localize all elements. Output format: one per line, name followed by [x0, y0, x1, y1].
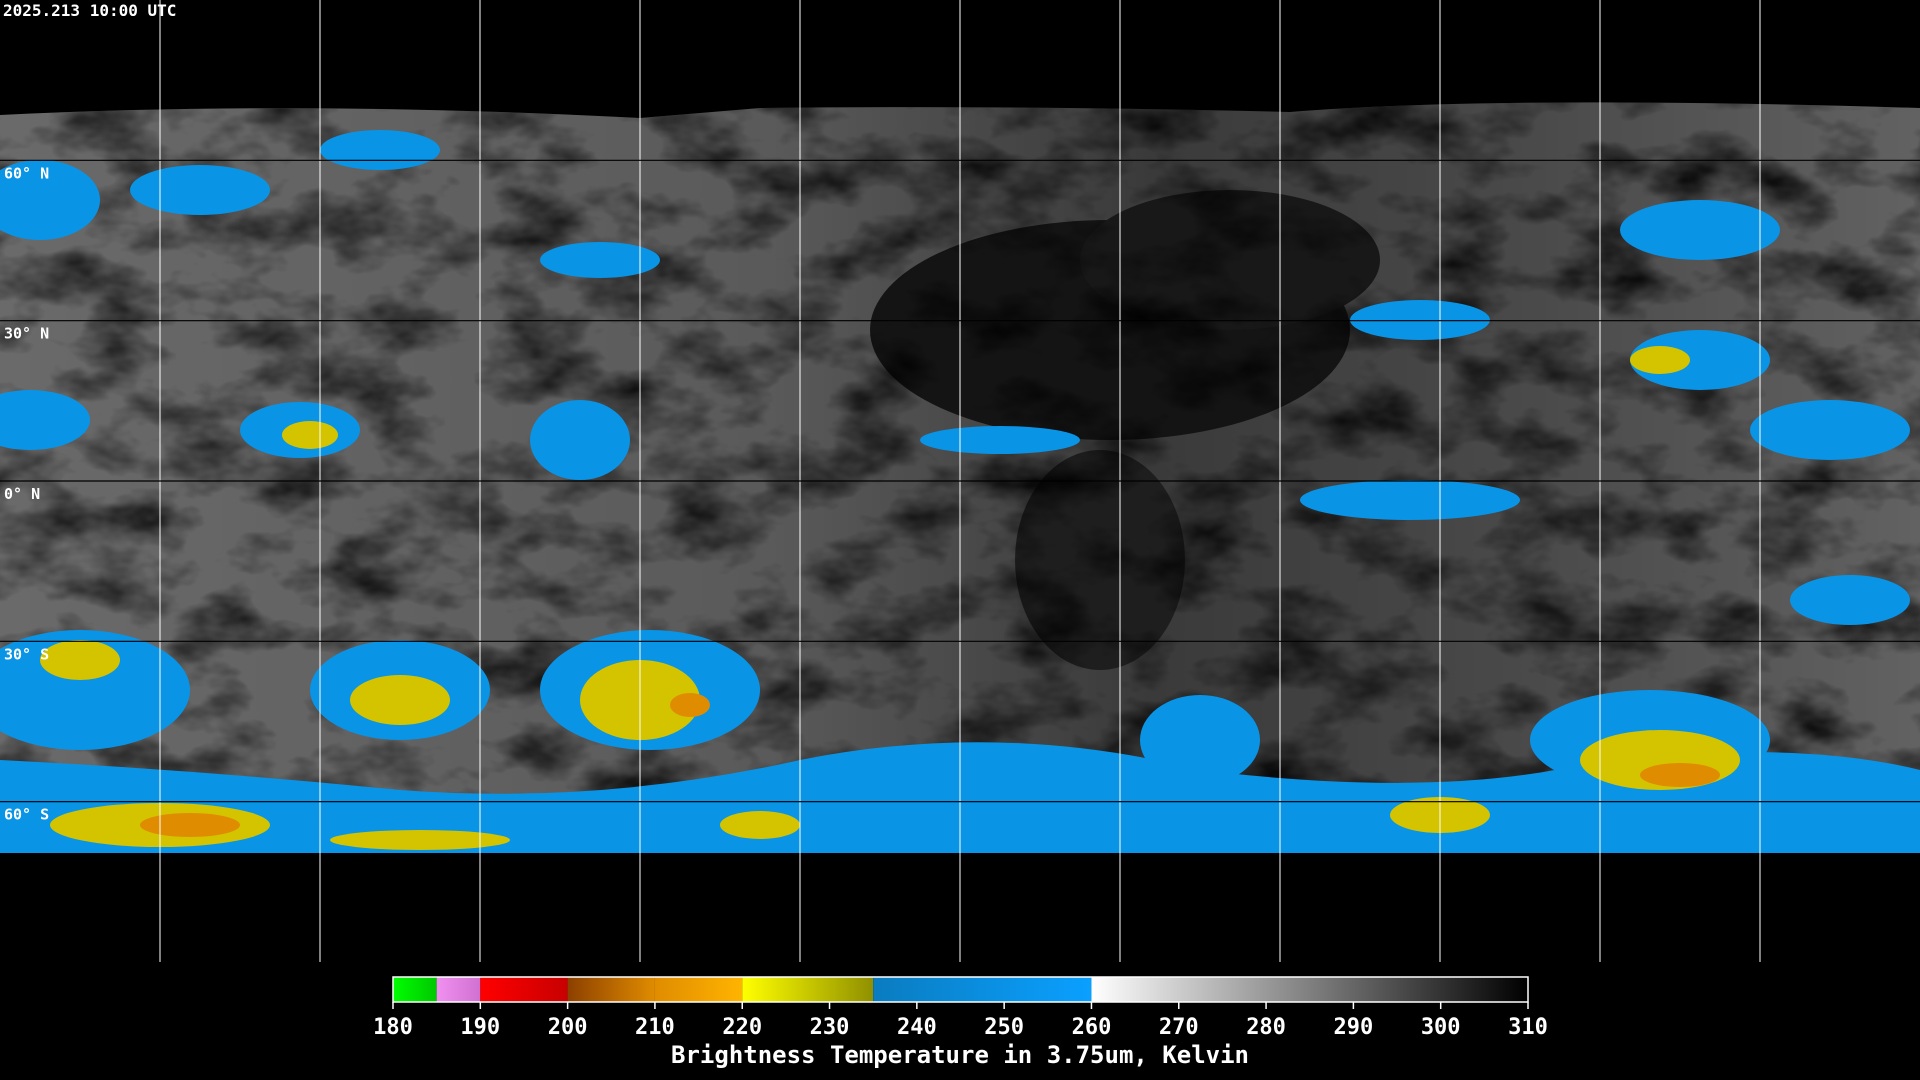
timestamp: 2025.213 10:00 UTC [3, 1, 176, 20]
colorbar-tick-label: 210 [635, 1015, 675, 1040]
colorbar-tick-label: 250 [984, 1015, 1024, 1040]
colorbar-tick-label: 310 [1508, 1015, 1548, 1040]
colorbar-title: Brightness Temperature in 3.75um, Kelvin [671, 1041, 1249, 1069]
colorbar-tick-label: 280 [1246, 1015, 1286, 1040]
colorbar-segment [393, 977, 437, 1002]
latitude-label: 60° S [4, 806, 49, 824]
colorbar-tick-label: 260 [1072, 1015, 1112, 1040]
colorbar-tick-label: 200 [548, 1015, 588, 1040]
colorbar: 180 190 200 210 220 230 240 250 260 270 280 290 300 3… [373, 976, 1548, 1040]
colorbar-segment [436, 977, 481, 1002]
colorbar-tick-label: 220 [722, 1015, 762, 1040]
colorbar-segment [654, 977, 743, 1002]
colorbar-tick-label: 180 [373, 1015, 413, 1040]
colorbar-tick-label: 290 [1334, 1015, 1374, 1040]
latitude-label: 30° N [4, 325, 49, 343]
colorbar-segment [742, 977, 874, 1002]
colorbar-border [392, 976, 1529, 1003]
latitude-label: 60° N [4, 164, 49, 182]
latitude-lines: 60° N 30° N 0° N 30° S 60° S [0, 159, 1920, 824]
colorbar-tick-label: 190 [460, 1015, 500, 1040]
colorbar-tick-label: 300 [1421, 1015, 1461, 1040]
colorbar-segment [1091, 977, 1528, 1002]
colorbar-segment [480, 977, 568, 1002]
colorbar-segment [873, 977, 1092, 1002]
colorbar-tick-label: 270 [1159, 1015, 1199, 1040]
colorbar-tick-label: 230 [810, 1015, 850, 1040]
latitude-label: 30° S [4, 645, 49, 663]
latitude-label: 0° N [4, 485, 40, 503]
colorbar-segment [567, 977, 655, 1002]
colorbar-tick-label: 240 [897, 1015, 937, 1040]
